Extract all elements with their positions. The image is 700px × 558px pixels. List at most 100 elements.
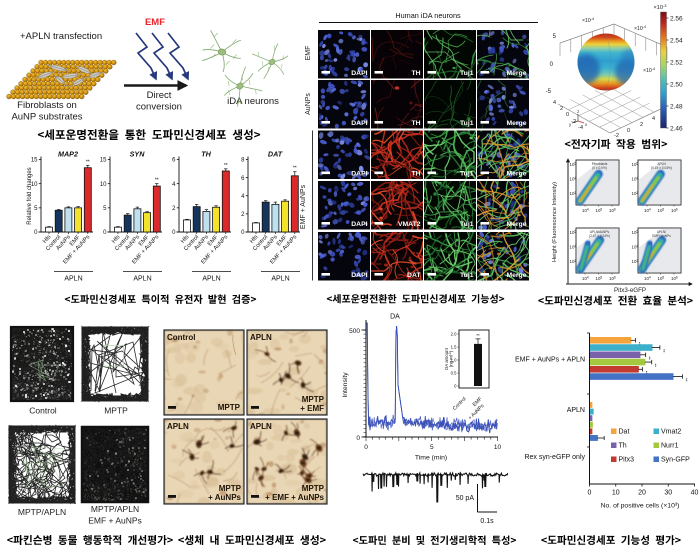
svg-text:×10-4: ×10-4 xyxy=(634,25,646,32)
svg-text:**: ** xyxy=(683,378,688,382)
svg-text:+APLN transfection: +APLN transfection xyxy=(20,31,102,42)
svg-text:Fibroblasts on: Fibroblasts on xyxy=(17,100,77,111)
svg-text:4: 4 xyxy=(553,100,556,106)
svg-text:103: 103 xyxy=(570,191,577,197)
svg-text:EMF: EMF xyxy=(472,396,484,408)
svg-text:2.48: 2.48 xyxy=(670,103,683,110)
svg-text:**: ** xyxy=(86,159,90,165)
svg-text:Time (min): Time (min) xyxy=(415,455,447,462)
svg-text:+ AuNPs: + AuNPs xyxy=(208,493,241,502)
svg-text:**: ** xyxy=(647,356,652,360)
svg-text:4: 4 xyxy=(241,194,245,200)
svg-text:6: 6 xyxy=(172,158,176,164)
svg-text:DAPI: DAPI xyxy=(351,70,367,77)
svg-text:APLN: APLN xyxy=(167,422,189,431)
svg-text:104: 104 xyxy=(644,276,651,282)
svg-text:DA: DA xyxy=(390,314,400,321)
svg-text:10: 10 xyxy=(31,182,38,188)
svg-text:Dat: Dat xyxy=(619,429,630,436)
svg-text:2.56: 2.56 xyxy=(670,15,683,22)
svg-text:0: 0 xyxy=(364,444,368,451)
svg-text:TH: TH xyxy=(201,150,211,159)
svg-text:Hfs: Hfs xyxy=(249,234,259,245)
svg-text:104: 104 xyxy=(570,176,577,182)
svg-text:**: ** xyxy=(155,178,159,184)
svg-text:Pitx3: Pitx3 xyxy=(619,457,635,464)
svg-text:40: 40 xyxy=(691,490,699,497)
svg-text:0: 0 xyxy=(454,384,457,389)
svg-text:Control: Control xyxy=(29,406,57,416)
svg-text:0: 0 xyxy=(627,128,630,134)
svg-text:AuNPs: AuNPs xyxy=(305,93,312,115)
svg-text:103: 103 xyxy=(632,259,639,265)
svg-text:APLN/AuNPs: APLN/AuNPs xyxy=(590,230,610,234)
svg-text:105: 105 xyxy=(632,230,639,236)
svg-text:Hfs: Hfs xyxy=(42,234,52,245)
svg-text:APLN: APLN xyxy=(567,407,585,414)
svg-text:Tuj1: Tuj1 xyxy=(460,120,474,127)
svg-text:MPTP/APLN: MPTP/APLN xyxy=(91,504,139,514)
svg-text:105: 105 xyxy=(570,162,577,168)
svg-text:DAPI: DAPI xyxy=(351,221,367,228)
svg-text:AuNP substrates: AuNP substrates xyxy=(11,112,82,123)
svg-text:APLN: APLN xyxy=(657,162,666,166)
svg-text:+ EMF + AuNPs: + EMF + AuNPs xyxy=(265,493,324,502)
svg-text:106: 106 xyxy=(671,208,678,214)
svg-text:106: 106 xyxy=(671,276,678,282)
svg-text:Rex syn-eGFP only: Rex syn-eGFP only xyxy=(524,454,585,461)
svg-text:-2: -2 xyxy=(571,119,576,125)
svg-text:TH: TH xyxy=(411,120,420,127)
svg-text:4: 4 xyxy=(652,116,655,122)
svg-text:TH: TH xyxy=(411,171,420,178)
svg-text:105: 105 xyxy=(596,208,603,214)
svg-text:×10-4: ×10-4 xyxy=(643,67,655,74)
svg-text:(0.19 ± 0.04%): (0.19 ± 0.04%) xyxy=(651,166,672,170)
svg-text:2.50: 2.50 xyxy=(670,81,683,88)
svg-text:-5: -5 xyxy=(546,89,552,95)
svg-text:20: 20 xyxy=(638,490,646,497)
svg-text:Merge: Merge xyxy=(506,70,526,77)
svg-text:**: ** xyxy=(661,349,666,353)
svg-text:0: 0 xyxy=(241,230,245,236)
svg-text:500: 500 xyxy=(349,328,360,335)
svg-text:DA amount: DA amount xyxy=(444,347,449,370)
svg-text:Th: Th xyxy=(619,443,627,450)
svg-text:Tuj1: Tuj1 xyxy=(460,70,474,77)
svg-text:+ EMF: + EMF xyxy=(300,404,324,413)
svg-text:0.5: 0.5 xyxy=(451,371,457,376)
svg-text:Intensity: Intensity xyxy=(342,372,349,398)
svg-text:106: 106 xyxy=(609,276,616,282)
svg-text:DAT: DAT xyxy=(268,150,283,159)
svg-text:10: 10 xyxy=(100,182,107,188)
svg-text:DAT: DAT xyxy=(407,272,421,279)
svg-text:Nurr1: Nurr1 xyxy=(661,443,679,450)
svg-text:5: 5 xyxy=(34,206,38,212)
svg-text:EMF + AuNPs + APLN: EMF + AuNPs + APLN xyxy=(515,357,585,364)
svg-text:SYN: SYN xyxy=(130,150,146,159)
svg-text:6: 6 xyxy=(241,176,245,182)
svg-text:2.0: 2.0 xyxy=(451,332,457,337)
svg-text:MPTP: MPTP xyxy=(219,484,242,493)
svg-text:2.54: 2.54 xyxy=(670,37,683,44)
svg-text:Tuj1: Tuj1 xyxy=(460,171,474,178)
svg-text:105: 105 xyxy=(658,276,665,282)
svg-text:EMF: EMF xyxy=(305,46,312,61)
svg-text:EMF: EMF xyxy=(145,17,165,28)
svg-text:**: ** xyxy=(476,333,480,338)
svg-text:DAPI: DAPI xyxy=(351,120,367,127)
svg-text:0: 0 xyxy=(103,230,107,236)
svg-text:**: ** xyxy=(644,371,649,375)
svg-text:Fibroblasts: Fibroblasts xyxy=(592,162,608,166)
svg-text:**: ** xyxy=(636,342,641,346)
svg-text:DAPI: DAPI xyxy=(351,272,367,279)
svg-text:2.46: 2.46 xyxy=(670,125,683,132)
svg-text:**: ** xyxy=(293,166,297,172)
svg-text:MPTP: MPTP xyxy=(104,406,128,416)
svg-text:0: 0 xyxy=(588,490,592,497)
svg-text:0: 0 xyxy=(566,112,569,118)
svg-text:Merge: Merge xyxy=(506,272,526,279)
svg-text:**: ** xyxy=(653,364,658,368)
svg-text:APLN: APLN xyxy=(250,333,272,342)
svg-text:104: 104 xyxy=(582,276,589,282)
svg-text:Height (Fluorescence Intensity: Height (Fluorescence Intensity) xyxy=(552,182,558,262)
